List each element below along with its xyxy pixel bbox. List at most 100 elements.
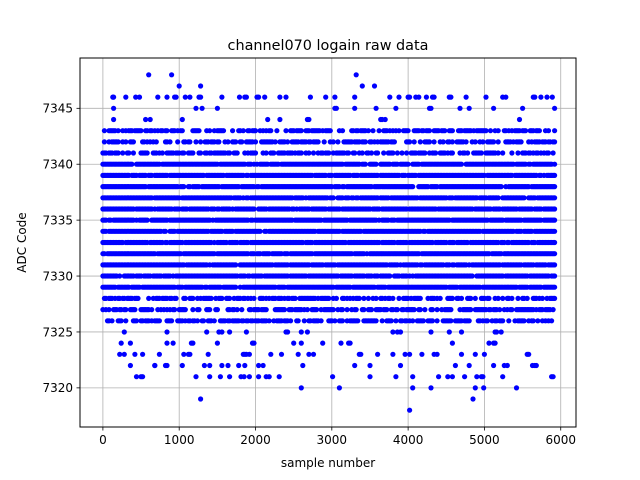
data-point bbox=[234, 150, 240, 156]
data-point bbox=[552, 161, 558, 167]
data-point bbox=[126, 150, 132, 156]
y-tick-label: 7340 bbox=[42, 158, 73, 172]
data-point bbox=[417, 139, 423, 145]
data-point bbox=[480, 139, 486, 145]
data-point bbox=[390, 329, 396, 335]
data-point bbox=[147, 116, 153, 123]
data-point bbox=[179, 128, 185, 134]
y-axis-label: ADC Code bbox=[15, 212, 29, 272]
data-point bbox=[283, 94, 289, 100]
data-point bbox=[494, 329, 500, 335]
data-point bbox=[549, 94, 555, 100]
data-point bbox=[239, 139, 245, 145]
data-point bbox=[457, 105, 463, 111]
data-point bbox=[394, 307, 400, 313]
x-tick-label: 5000 bbox=[469, 433, 500, 447]
data-point bbox=[535, 318, 541, 324]
data-point bbox=[373, 318, 379, 324]
data-point bbox=[149, 307, 155, 313]
data-point bbox=[396, 295, 402, 301]
data-point bbox=[298, 340, 304, 346]
data-point bbox=[524, 295, 530, 301]
data-point bbox=[373, 161, 379, 167]
data-point bbox=[155, 94, 161, 100]
data-point bbox=[246, 351, 252, 357]
data-point bbox=[550, 307, 556, 313]
data-point bbox=[344, 307, 350, 313]
data-point bbox=[263, 150, 269, 156]
data-point bbox=[463, 94, 469, 100]
data-point bbox=[368, 307, 375, 313]
data-point bbox=[156, 318, 162, 324]
data-point bbox=[227, 329, 233, 335]
data-point bbox=[545, 128, 552, 134]
data-point bbox=[359, 150, 365, 156]
y-tick-label: 7345 bbox=[42, 102, 73, 116]
data-point bbox=[552, 128, 558, 134]
data-point bbox=[330, 374, 336, 380]
data-point bbox=[472, 295, 478, 301]
data-point bbox=[243, 329, 249, 335]
data-point bbox=[393, 374, 399, 380]
data-point bbox=[333, 295, 339, 301]
data-point bbox=[204, 329, 210, 335]
data-point bbox=[111, 116, 117, 123]
data-point bbox=[552, 139, 558, 145]
data-point bbox=[220, 128, 227, 134]
data-point bbox=[214, 105, 220, 111]
data-point bbox=[187, 139, 193, 145]
data-point bbox=[276, 374, 282, 380]
data-point bbox=[288, 318, 294, 324]
data-point bbox=[133, 374, 140, 380]
data-point bbox=[123, 139, 129, 145]
data-point bbox=[179, 362, 185, 369]
chart-title: channel070 logain raw data bbox=[228, 38, 429, 54]
data-point bbox=[379, 318, 385, 324]
data-point bbox=[298, 329, 304, 335]
data-point bbox=[387, 273, 393, 279]
data-point bbox=[552, 239, 558, 246]
data-point bbox=[371, 83, 378, 89]
data-point bbox=[352, 94, 358, 100]
data-point bbox=[190, 150, 196, 156]
data-point bbox=[252, 150, 259, 156]
data-point bbox=[256, 374, 262, 380]
data-point bbox=[405, 94, 411, 100]
data-point bbox=[515, 295, 521, 301]
data-point bbox=[523, 128, 529, 134]
data-point bbox=[417, 307, 423, 313]
data-point bbox=[190, 307, 196, 313]
data-point bbox=[326, 150, 332, 156]
data-point bbox=[127, 362, 133, 369]
data-point bbox=[230, 128, 236, 134]
data-point bbox=[314, 307, 320, 313]
data-point bbox=[495, 150, 501, 156]
data-point bbox=[358, 351, 364, 357]
data-point bbox=[336, 385, 342, 391]
data-point bbox=[268, 128, 274, 134]
data-point bbox=[117, 273, 123, 279]
data-point bbox=[175, 139, 181, 145]
x-tick-label: 2000 bbox=[240, 433, 271, 447]
data-point bbox=[410, 318, 416, 324]
data-point bbox=[394, 150, 400, 156]
data-point bbox=[318, 318, 324, 324]
y-tick-label: 7325 bbox=[42, 325, 73, 339]
data-point bbox=[227, 374, 233, 380]
data-point bbox=[130, 150, 136, 156]
data-point bbox=[173, 94, 179, 100]
data-point bbox=[405, 128, 411, 134]
data-point bbox=[552, 172, 558, 178]
data-point bbox=[495, 128, 501, 134]
data-point bbox=[326, 295, 332, 301]
data-point bbox=[544, 94, 550, 100]
data-point bbox=[506, 318, 512, 324]
data-point bbox=[153, 139, 159, 145]
data-point bbox=[198, 94, 204, 100]
data-point bbox=[495, 295, 501, 301]
data-point bbox=[207, 374, 213, 380]
data-point bbox=[201, 318, 207, 324]
data-point bbox=[458, 295, 465, 301]
data-point bbox=[283, 128, 289, 134]
